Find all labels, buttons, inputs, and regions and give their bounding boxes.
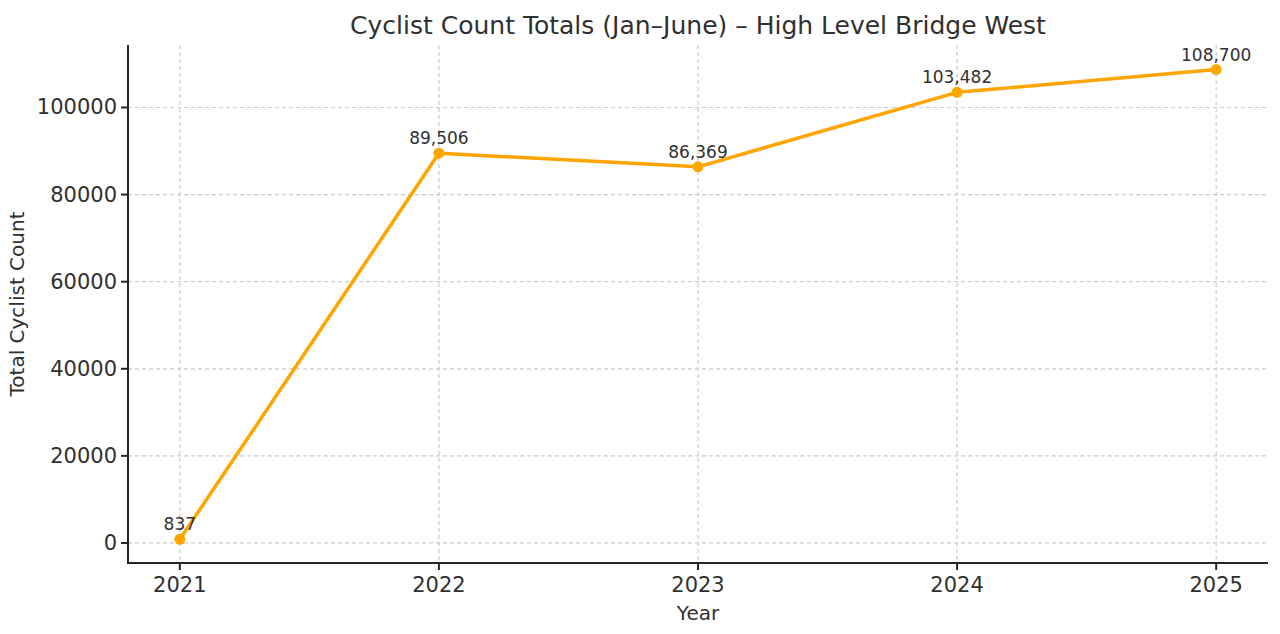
data-point-marker	[1211, 64, 1222, 75]
y-tick-label: 80000	[50, 183, 117, 207]
y-tick-label: 60000	[50, 270, 117, 294]
chart-background	[0, 0, 1280, 634]
data-point-label: 103,482	[922, 67, 992, 87]
y-tick-label: 40000	[50, 357, 117, 381]
x-axis-label: Year	[676, 601, 720, 625]
line-chart: 2021 2022 2023 2024 2025 0 20000 40000 60000 8000…	[0, 0, 1280, 634]
y-tick-label: 0	[104, 531, 117, 555]
chart-title: Cyclist Count Totals (Jan–June) – High L…	[350, 11, 1046, 40]
x-tick-label: 2022	[412, 573, 465, 597]
data-point-label: 108,700	[1181, 45, 1251, 65]
x-tick-label: 2024	[930, 573, 983, 597]
y-tick-label: 20000	[50, 444, 117, 468]
y-axis-label: Total Cyclist Count	[5, 211, 29, 397]
x-tick-label: 2021	[153, 573, 206, 597]
x-tick-label: 2023	[671, 573, 724, 597]
data-point-marker	[433, 148, 444, 159]
data-point-label: 89,506	[409, 128, 468, 148]
x-tick-label: 2025	[1189, 573, 1242, 597]
data-point-marker	[952, 87, 963, 98]
chart-figure: 2021 2022 2023 2024 2025 0 20000 40000 60000 8000…	[0, 0, 1280, 634]
data-point-label: 86,369	[668, 142, 727, 162]
data-point-marker	[693, 161, 704, 172]
data-point-marker	[174, 534, 185, 545]
y-tick-label: 100000	[37, 95, 117, 119]
data-point-label: 837	[164, 514, 196, 534]
